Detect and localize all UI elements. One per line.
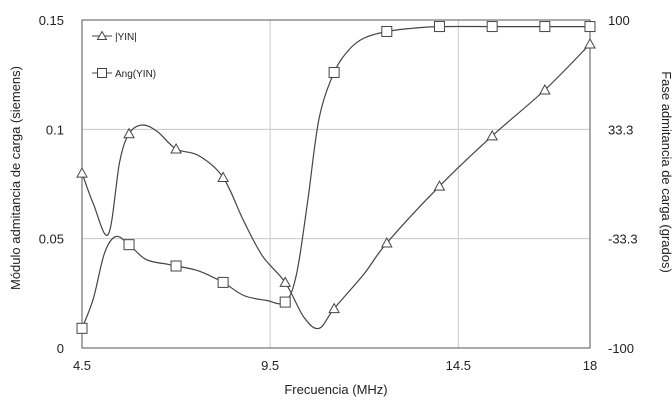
data-point-square — [328, 66, 340, 78]
data-point-triangle — [538, 83, 551, 95]
data-point-square — [123, 239, 135, 251]
data-point-square — [279, 296, 291, 308]
x-tick-label: 18 — [583, 358, 597, 373]
x-axis-ticks: 4.5 9.5 14.5 18 — [73, 358, 597, 373]
series-yin — [76, 38, 596, 330]
data-point-triangle — [217, 171, 229, 182]
series-line — [81, 43, 591, 330]
data-point-square — [539, 21, 551, 33]
plot-frame — [81, 19, 591, 349]
legend-triangle-icon — [96, 30, 108, 40]
legend: |YIN| Ang(YIN) — [92, 30, 156, 80]
data-point-triangle — [486, 129, 499, 141]
x-tick-label: 14.5 — [446, 358, 471, 373]
series-layer — [76, 21, 596, 334]
legend-label-ang: Ang(YIN) — [115, 69, 156, 80]
data-point-square — [584, 21, 596, 33]
y-right-tick-label: -100 — [608, 341, 634, 356]
legend-item-yin: |YIN| — [92, 30, 137, 43]
data-point-triangle — [279, 276, 292, 287]
y-left-axis-ticks: 0 0.05 0.1 0.15 — [39, 13, 64, 356]
y-right-tick-label: 33.3 — [608, 122, 633, 137]
y-left-axis-label: Módulo admitancia de carga (siemens) — [8, 66, 23, 290]
legend-label-yin: |YIN| — [115, 32, 137, 43]
data-point-triangle — [76, 167, 88, 178]
data-point-square — [217, 276, 229, 288]
x-tick-label: 4.5 — [73, 358, 91, 373]
data-point-triangle — [328, 302, 340, 314]
data-point-triangle — [170, 142, 182, 154]
legend-square-icon — [97, 68, 107, 78]
data-point-triangle — [380, 237, 393, 248]
data-point-triangle — [123, 127, 135, 139]
grid-lines — [82, 20, 590, 348]
data-point-square — [170, 260, 182, 272]
y-left-tick-label: 0.05 — [39, 232, 64, 247]
x-tick-label: 9.5 — [261, 358, 279, 373]
y-left-tick-label: 0.1 — [46, 122, 64, 137]
data-point-triangle — [584, 38, 596, 49]
x-axis-label: Frecuencia (MHz) — [284, 382, 387, 397]
data-point-triangle — [433, 180, 446, 191]
data-point-square — [433, 21, 445, 33]
data-point-square — [381, 25, 393, 37]
legend-item-ang: Ang(YIN) — [92, 68, 156, 80]
data-point-square — [76, 322, 88, 334]
y-right-tick-label: 100 — [608, 13, 630, 28]
y-left-tick-label: 0 — [57, 341, 64, 356]
y-right-tick-label: -33.3 — [608, 232, 638, 247]
y-right-axis-ticks: -100 -33.3 33.3 100 — [608, 13, 638, 356]
y-right-axis-label: Fase admitancia de carga (grados) — [659, 71, 672, 273]
data-point-square — [486, 21, 498, 33]
series-ang-yin — [76, 21, 596, 334]
y-left-tick-label: 0.15 — [39, 13, 64, 28]
